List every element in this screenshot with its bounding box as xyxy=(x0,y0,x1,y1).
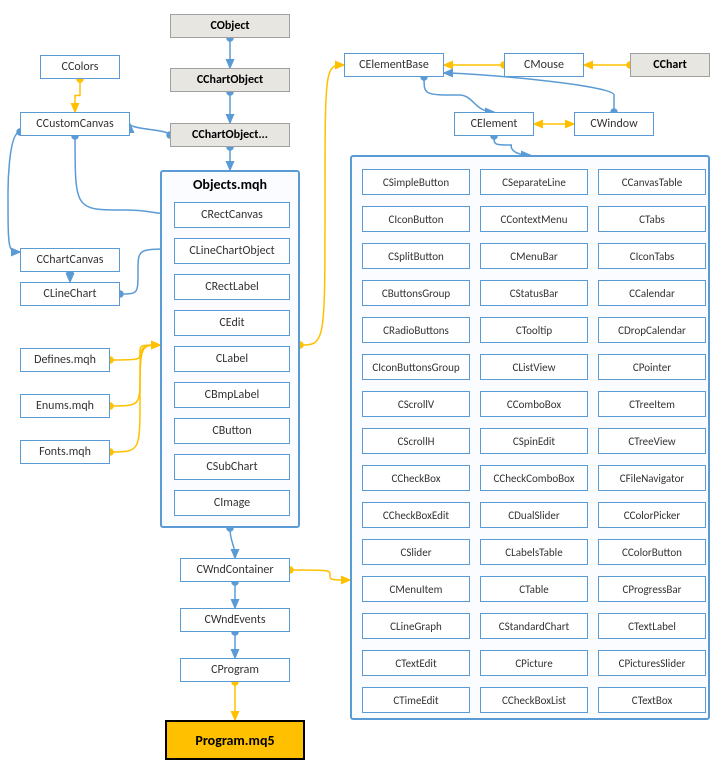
grid-item: CScrollH xyxy=(362,428,470,454)
node-cwindow: CWindow xyxy=(574,112,654,136)
grid-item: CListView xyxy=(480,354,588,380)
container-objects-title: Objects.mqh xyxy=(162,172,298,197)
grid-item: CStatusBar xyxy=(480,280,588,306)
grid-item: CScrollV xyxy=(362,391,470,417)
grid-item: CFileNavigator xyxy=(598,465,706,491)
grid-item: CLabelsTable xyxy=(480,539,588,565)
grid-item: CContextMenu xyxy=(480,206,588,232)
grid-item: CIconButtonsGroup xyxy=(362,354,470,380)
objects-item: CLineChartObject xyxy=(174,238,290,264)
objects-item: CSubChart xyxy=(174,454,290,480)
grid-item: CColorPicker xyxy=(598,502,706,528)
grid-item: CTreeItem xyxy=(598,391,706,417)
grid-item: CStandardChart xyxy=(480,613,588,639)
node-cchart: CChart xyxy=(630,53,710,77)
grid-item: CIconButton xyxy=(362,206,470,232)
grid-item: CButtonsGroup xyxy=(362,280,470,306)
grid-item: CDualSlider xyxy=(480,502,588,528)
objects-item: CLabel xyxy=(174,346,290,372)
grid-item: CPicturesSlider xyxy=(598,650,706,676)
grid-item: CCheckComboBox xyxy=(480,465,588,491)
node-cchartobject: CChartObject xyxy=(170,68,290,92)
grid-item: CSpinEdit xyxy=(480,428,588,454)
grid-item: CPointer xyxy=(598,354,706,380)
grid-item: CTextBox xyxy=(598,687,706,713)
grid-item: CPicture xyxy=(480,650,588,676)
node-cprogram: CProgram xyxy=(180,658,290,682)
node-cchartcanvas: CChartCanvas xyxy=(20,248,120,272)
grid-item: CCanvasTable xyxy=(598,169,706,195)
grid-item: CMenuBar xyxy=(480,243,588,269)
grid-item: CIconTabs xyxy=(598,243,706,269)
node-ccustomcanvas: CCustomCanvas xyxy=(20,112,130,136)
node-fonts: Fonts.mqh xyxy=(20,440,110,464)
node-cwndevents: CWndEvents xyxy=(180,608,290,632)
node-cchartobject-dots: CChartObject... xyxy=(170,123,290,147)
grid-item: CRadioButtons xyxy=(362,317,470,343)
container-objects: Objects.mqh CRectCanvas CLineChartObject C… xyxy=(160,170,300,528)
node-program-mq5: Program.mq5 xyxy=(165,720,305,760)
grid-item: CProgressBar xyxy=(598,576,706,602)
grid-item: CSlider xyxy=(362,539,470,565)
grid-item: CSplitButton xyxy=(362,243,470,269)
grid-item: CColorButton xyxy=(598,539,706,565)
node-enums: Enums.mqh xyxy=(20,394,110,418)
node-ccolors: CColors xyxy=(40,55,120,79)
objects-item: CRectCanvas xyxy=(174,202,290,228)
grid-item: CLineGraph xyxy=(362,613,470,639)
grid-item: CTooltip xyxy=(480,317,588,343)
node-celement: CElement xyxy=(454,112,534,136)
grid-item: CSeparateLine xyxy=(480,169,588,195)
node-clinechart: CLineChart xyxy=(20,282,120,306)
grid-item: CCheckBoxList xyxy=(480,687,588,713)
grid-item: CMenuItem xyxy=(362,576,470,602)
node-celementbase: CElementBase xyxy=(344,53,444,77)
grid-item: CTable xyxy=(480,576,588,602)
grid-item: CCheckBox xyxy=(362,465,470,491)
node-cobject: CObject xyxy=(170,14,290,38)
grid-item: CDropCalendar xyxy=(598,317,706,343)
objects-item: CButton xyxy=(174,418,290,444)
grid-item: CTabs xyxy=(598,206,706,232)
objects-item: CBmpLabel xyxy=(174,382,290,408)
grid-item: CSimpleButton xyxy=(362,169,470,195)
grid-item: CTextEdit xyxy=(362,650,470,676)
grid-item: CTextLabel xyxy=(598,613,706,639)
grid-item: CCheckBoxEdit xyxy=(362,502,470,528)
grid-item: CCalendar xyxy=(598,280,706,306)
objects-item: CRectLabel xyxy=(174,274,290,300)
node-cwndcontainer: CWndContainer xyxy=(180,558,290,582)
grid-item: CComboBox xyxy=(480,391,588,417)
grid-item: CTreeView xyxy=(598,428,706,454)
node-cmouse: CMouse xyxy=(504,53,584,77)
container-elements-grid: CSimpleButton CSeparateLine CCanvasTable CI… xyxy=(350,155,710,720)
objects-item: CImage xyxy=(174,490,290,516)
objects-item: CEdit xyxy=(174,310,290,336)
node-defines: Defines.mqh xyxy=(20,348,110,372)
grid-item: CTimeEdit xyxy=(362,687,470,713)
